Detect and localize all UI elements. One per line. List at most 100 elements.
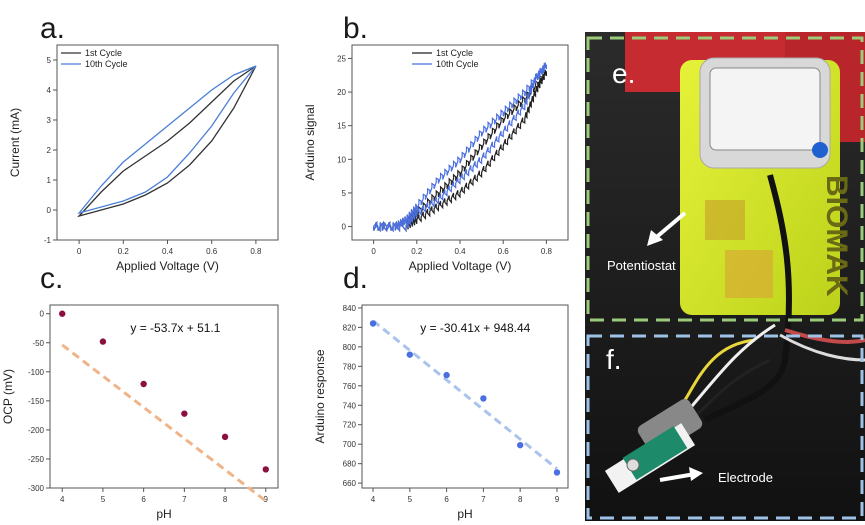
y-tick-label: 10 (337, 155, 346, 164)
y-tick-label: 5 (47, 56, 52, 65)
x-tick-label: 0.4 (162, 247, 174, 256)
series-line-2 (77, 65, 257, 215)
legend-label: 10th Cycle (85, 59, 128, 69)
y-tick-label: 15 (337, 122, 346, 131)
y-tick-label: 660 (343, 479, 357, 488)
potentiostat-label: Potentiostat (607, 258, 676, 273)
panel-letter-f: f. (606, 344, 622, 375)
fit-line (372, 319, 558, 470)
plot-frame (49, 304, 279, 489)
legend-label: 10th Cycle (436, 59, 479, 69)
x-tick-label: 0.2 (411, 247, 423, 256)
data-point (516, 441, 524, 449)
electrode-label: Electrode (718, 470, 773, 485)
x-tick-label: 4 (60, 495, 65, 504)
potentiostat-arrow-icon (651, 211, 687, 242)
data-point (140, 380, 147, 388)
x-axis-label: Applied Voltage (V) (409, 259, 512, 273)
x-axis-label: Applied Voltage (V) (116, 259, 219, 273)
black-cable (703, 174, 793, 423)
x-axis-label: pH (457, 507, 472, 521)
y-tick-label: -1 (44, 236, 52, 245)
data-point (553, 469, 561, 476)
y-tick-label: 780 (343, 362, 357, 371)
chart-d-arduino-vs-ph: 4 5 6 7 8 9 660 680 700 720 740 760 780 800 820 840 pH Ar… (313, 304, 569, 521)
panel-f-frame (586, 334, 864, 520)
series-line-2 (373, 62, 547, 233)
y-tick-label: -250 (28, 455, 45, 464)
x-tick-label: 8 (518, 495, 523, 504)
panel-e-frame (586, 36, 864, 322)
series-line-1 (373, 69, 547, 233)
data-point (181, 410, 188, 417)
y-tick-label: 0 (40, 310, 45, 319)
x-tick-label: 5 (101, 495, 106, 504)
x-tick-label: 0.6 (206, 247, 218, 256)
y-axis-label: Arduino signal (303, 104, 317, 180)
fit-equation: y = -30.41x + 948.44 (420, 321, 530, 335)
electrode-arrow-icon (659, 472, 696, 482)
y-axis-label: Current (mA) (8, 108, 22, 177)
blue-button-icon (812, 142, 828, 158)
y-axis-label: OCP (mV) (1, 369, 15, 424)
x-tick-label: 0.8 (541, 247, 553, 256)
x-tick-label: 0.2 (118, 247, 130, 256)
chart-c-ocp-vs-ph: 4 5 6 7 8 9 0 -50 -100 -150 -200 -250 -300 pH OCP (mV)… (1, 304, 279, 521)
device-photo: BIOMAK (585, 32, 865, 521)
panel-letter-b: b. (343, 12, 369, 45)
data-point (443, 371, 450, 379)
plot-frame (361, 304, 569, 489)
y-tick-label: 680 (343, 460, 357, 469)
x-tick-label: 6 (444, 495, 449, 504)
x-tick-label: 0 (77, 247, 82, 256)
y-tick-label: -150 (28, 397, 45, 406)
chart-a-cyclic-voltammetry: 0 0.2 0.4 0.6 0.8 -1 0 1 2 3 4 5 Applied Voltage (V)… (8, 44, 279, 273)
x-tick-label: 9 (555, 495, 560, 504)
y-tick-label: 800 (343, 343, 357, 352)
x-tick-label: 8 (223, 495, 228, 504)
x-tick-label: 0 (371, 247, 376, 256)
x-tick-label: 0.4 (454, 247, 466, 256)
y-axis-label: Arduino response (313, 349, 327, 443)
y-tick-label: -50 (32, 339, 44, 348)
panel-letter-c: c. (40, 262, 64, 295)
data-point (99, 338, 107, 345)
x-tick-label: 5 (408, 495, 413, 504)
legend-label: 1st Cycle (85, 48, 122, 58)
x-tick-label: 0.6 (498, 247, 510, 256)
y-tick-label: -300 (28, 484, 45, 493)
y-tick-label: 2 (47, 146, 52, 155)
x-tick-label: 0.8 (250, 247, 262, 256)
y-tick-label: 0 (342, 223, 347, 232)
y-tick-label: 760 (343, 382, 357, 391)
data-point (262, 466, 269, 473)
x-tick-label: 7 (481, 495, 486, 504)
chart-b-arduino-signal: 0 0.2 0.4 0.6 0.8 0 5 10 15 20 25 Applied Voltage (… (303, 44, 569, 273)
x-tick-label: 9 (264, 495, 269, 504)
device-brand-text: BIOMAK (820, 175, 853, 297)
data-point (59, 310, 66, 317)
panel-letter-a: a. (40, 12, 66, 45)
y-tick-label: 20 (337, 88, 346, 97)
legend-label: 1st Cycle (436, 48, 473, 58)
y-tick-label: 5 (342, 189, 347, 198)
data-point (221, 433, 229, 441)
y-tick-label: 720 (343, 421, 357, 430)
data-point (369, 320, 377, 327)
y-tick-label: 740 (343, 401, 357, 410)
y-tick-label: -100 (28, 368, 45, 377)
screen-display (709, 67, 821, 151)
y-tick-label: 3 (47, 116, 52, 125)
y-tick-label: -200 (28, 426, 45, 435)
x-axis-label: pH (156, 507, 171, 521)
panel-letter-e: e. (612, 58, 636, 89)
x-tick-label: 7 (182, 495, 187, 504)
y-tick-label: 840 (343, 304, 357, 313)
data-point (406, 351, 414, 358)
y-tick-label: 4 (47, 86, 52, 95)
panel-letter-d: d. (343, 262, 369, 295)
y-tick-label: 0 (47, 206, 52, 215)
x-tick-label: 4 (371, 495, 376, 504)
y-tick-label: 1 (47, 176, 52, 185)
y-tick-label: 25 (337, 54, 346, 63)
